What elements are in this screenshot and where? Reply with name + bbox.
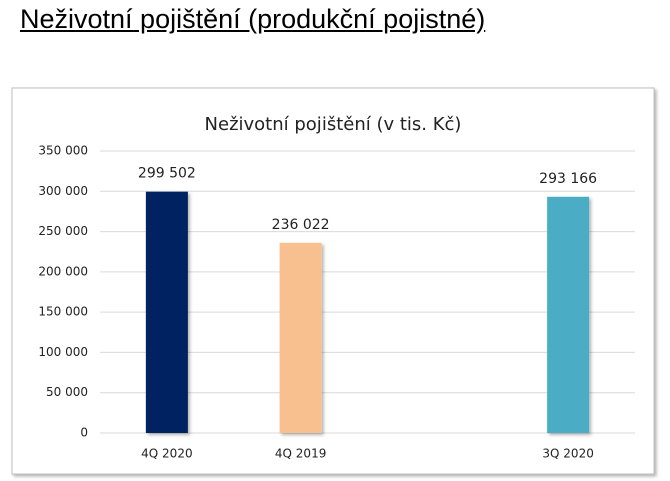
value-label: 299 502 — [138, 166, 196, 182]
y-tick-label: 150 000 — [38, 305, 88, 319]
value-label: 293 166 — [539, 171, 597, 187]
y-tick-label: 0 — [80, 426, 88, 440]
bar — [145, 191, 188, 433]
y-tick-label: 300 000 — [38, 184, 88, 198]
bar — [547, 196, 590, 433]
x-tick-label: 3Q 2020 — [542, 447, 593, 461]
y-tick-label: 100 000 — [38, 345, 88, 359]
chart-frame — [11, 87, 655, 475]
y-tick-label: 200 000 — [38, 264, 88, 278]
y-tick-label: 250 000 — [38, 224, 88, 238]
value-label: 236 022 — [272, 217, 330, 233]
bar — [279, 242, 322, 433]
x-tick-label: 4Q 2020 — [141, 447, 192, 461]
x-tick-label: 4Q 2019 — [275, 447, 326, 461]
heading: Neživotní pojištění (produkční pojistné) — [20, 4, 486, 34]
chart-title: Neživotní pojištění (v tis. Kč) — [205, 114, 462, 135]
y-tick-label: 350 000 — [38, 144, 88, 158]
y-tick-label: 50 000 — [46, 385, 88, 399]
